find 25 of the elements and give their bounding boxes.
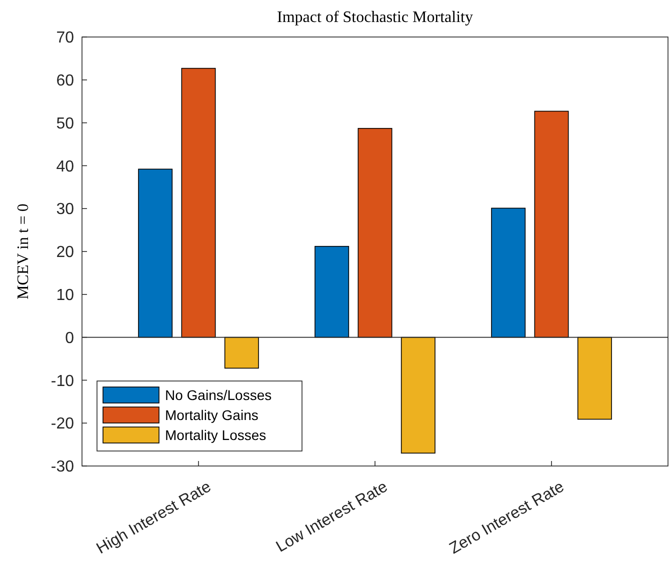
bar: [138, 168, 173, 338]
y-axis-title: MCEV in t = 0: [15, 204, 32, 300]
y-tick-label: -20: [50, 416, 74, 433]
bar: [491, 208, 526, 338]
chart-title: Impact of Stochastic Mortality: [277, 9, 473, 26]
y-tick-label: 70: [56, 30, 74, 47]
y-tick-label: -30: [50, 458, 74, 476]
bar: [400, 336, 436, 454]
y-tick-label: 40: [56, 158, 74, 176]
y-tick-label: 20: [56, 244, 74, 262]
legend-label: No Gains/Losses: [165, 386, 272, 403]
bar: [181, 68, 216, 338]
y-tick-label: 60: [56, 72, 74, 90]
bar: [534, 110, 569, 338]
y-tick-label: 50: [56, 115, 74, 132]
bar: [577, 336, 612, 420]
legend-label: Mortality Gains: [165, 406, 258, 423]
bar: [314, 246, 350, 338]
y-tick-label: -10: [50, 372, 74, 390]
y-tick-label: 30: [56, 201, 74, 218]
y-tick-label: 0: [65, 330, 74, 347]
bar: [358, 128, 392, 338]
y-tick-label: 10: [56, 287, 74, 304]
legend-label: Mortality Losses: [165, 426, 266, 443]
bar: [224, 336, 259, 369]
